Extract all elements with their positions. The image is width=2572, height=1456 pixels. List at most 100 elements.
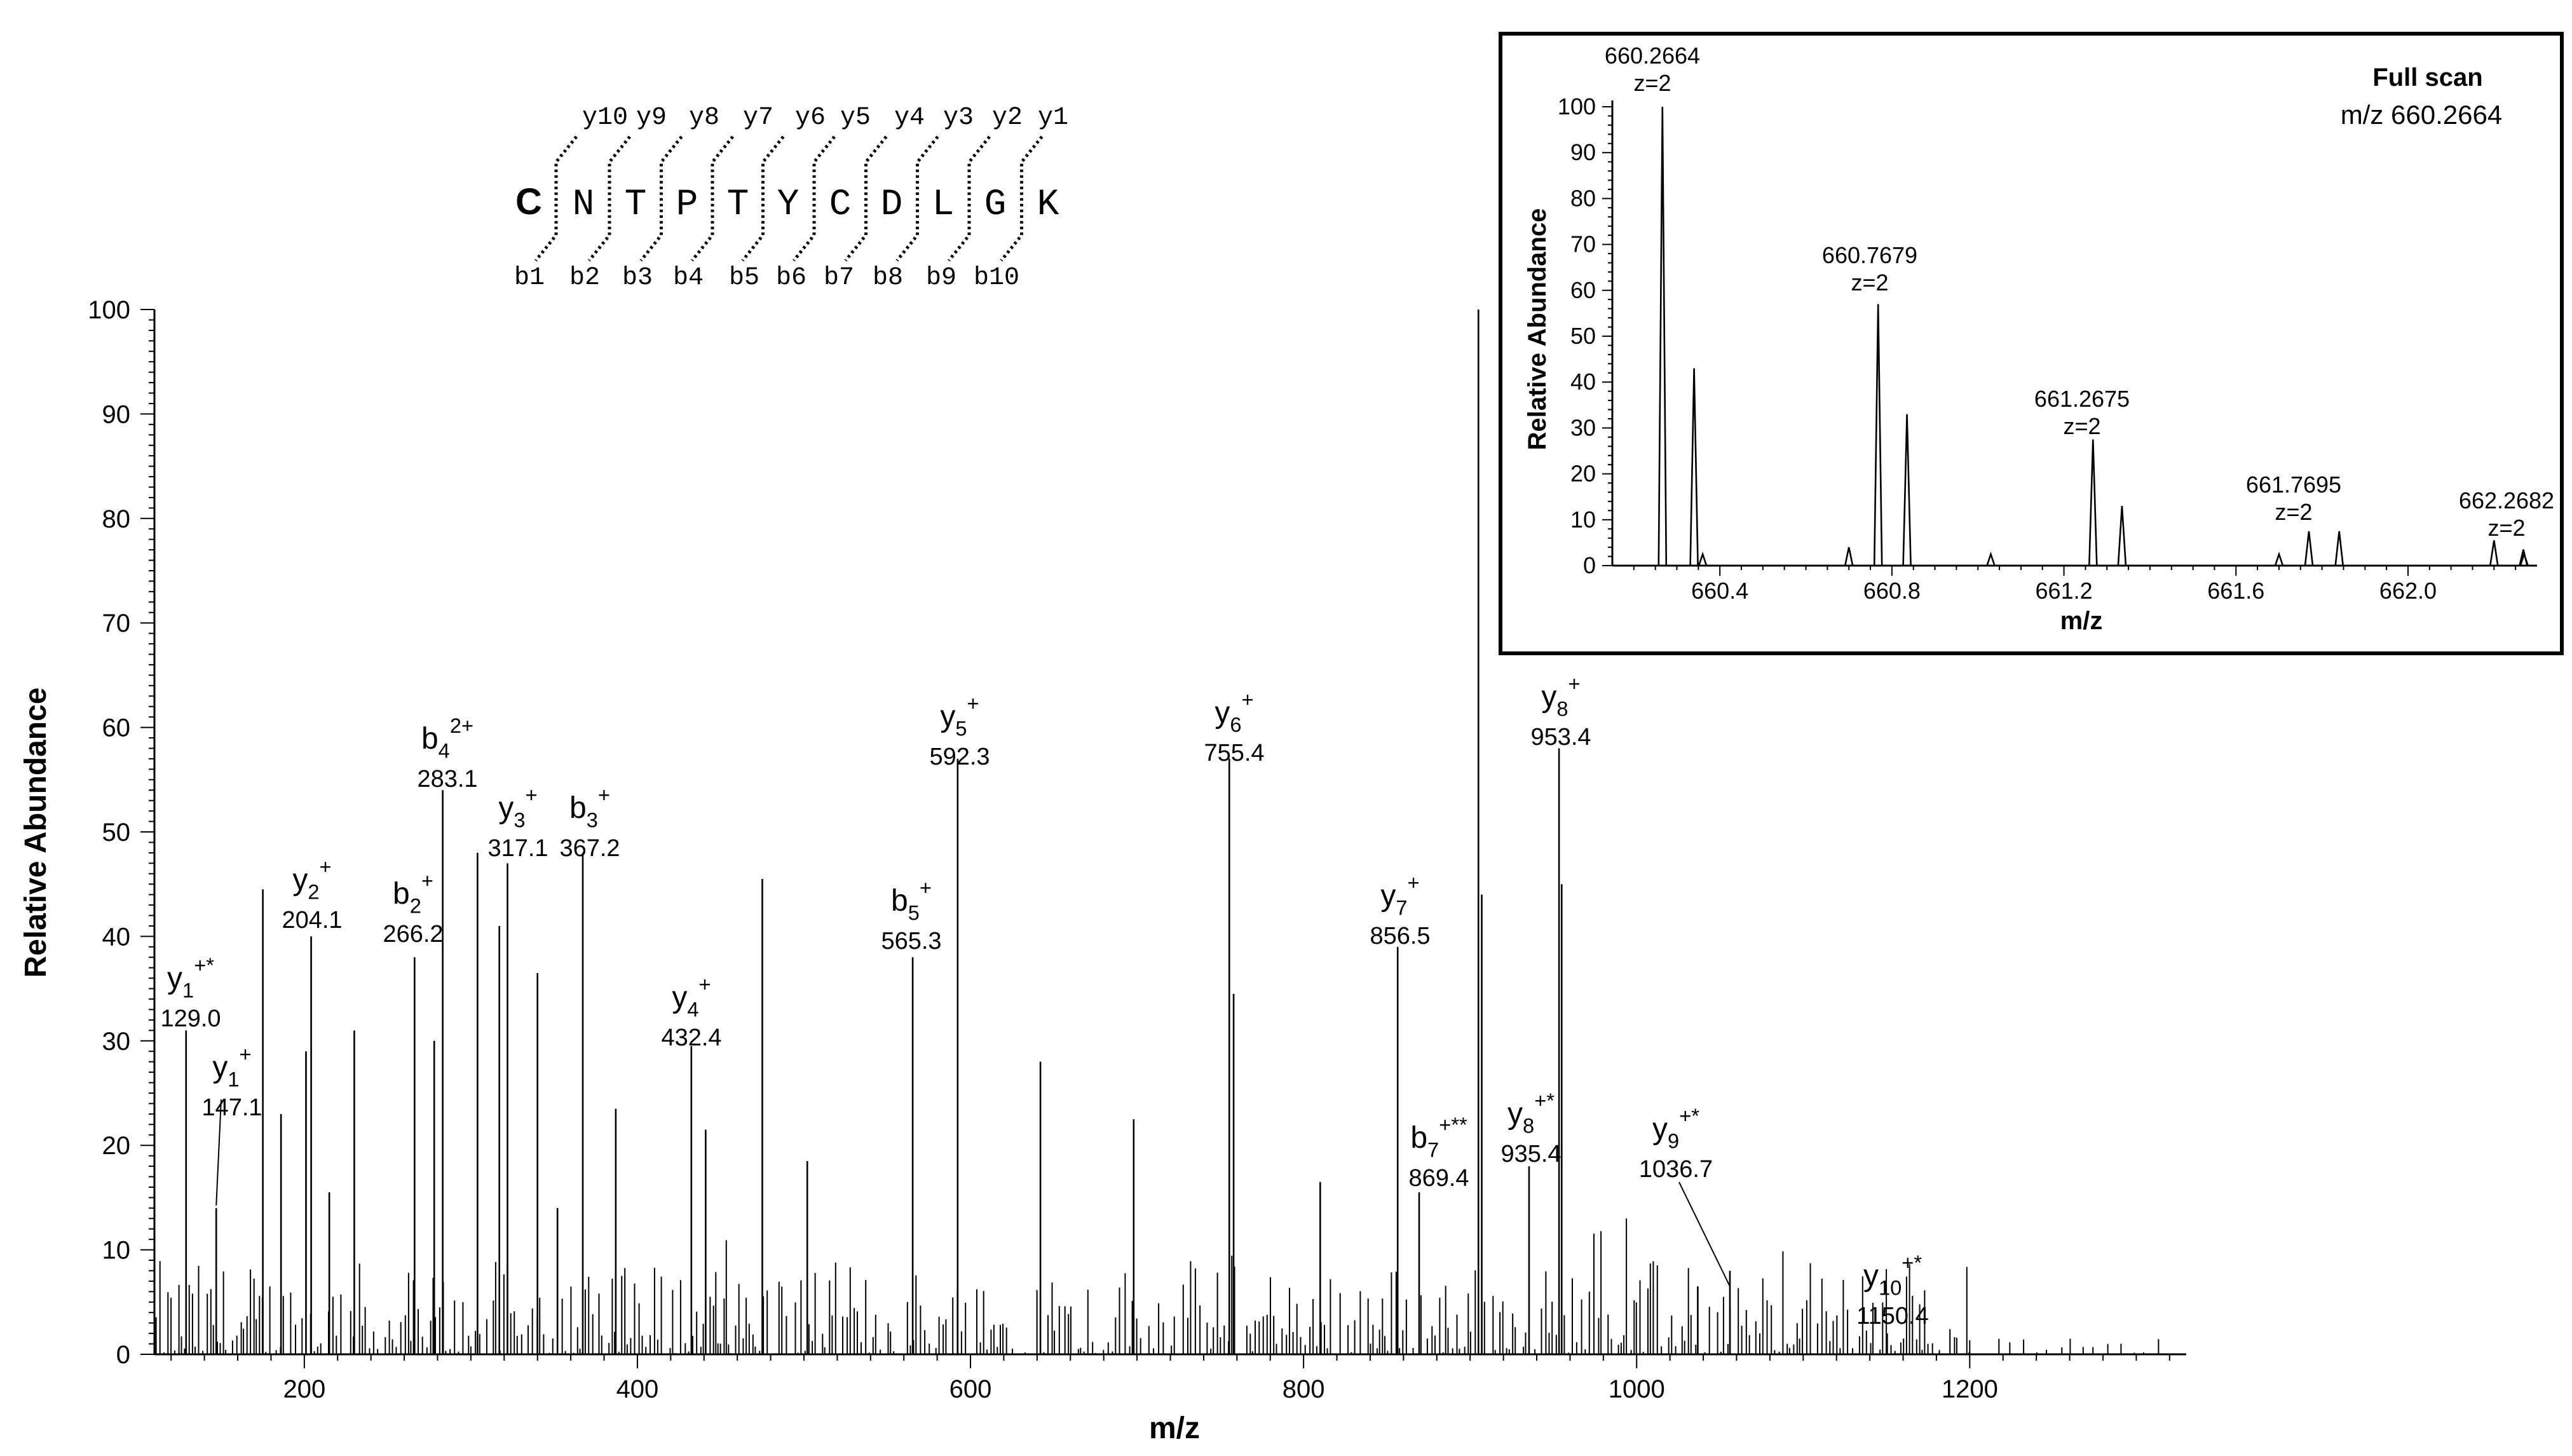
x-axis-label: m/z xyxy=(1149,1412,1200,1445)
ion-label: y1+ xyxy=(212,1042,251,1091)
fragmentation-cleavage-marker xyxy=(1000,135,1044,262)
ion-mz-label: 935.4 xyxy=(1500,1141,1561,1167)
peptide-residue: T xyxy=(727,184,749,226)
inset-x-axis-label: m/z xyxy=(2060,607,2103,635)
y-tick-label: 0 xyxy=(116,1341,130,1369)
inset-x-tick-label: 662.0 xyxy=(2379,578,2437,604)
peptide-residue: L xyxy=(932,184,955,226)
y-tick-label: 60 xyxy=(102,714,131,742)
inset-y-tick-label: 60 xyxy=(1570,277,1596,303)
ion-label: y10+* xyxy=(1863,1251,1922,1299)
y-tick-label: 100 xyxy=(88,296,130,324)
ion-label: b7+** xyxy=(1410,1113,1467,1161)
ion-label: b3+ xyxy=(569,783,610,831)
inset-peak-charge-label: z=2 xyxy=(1851,269,1888,296)
inset-peak-mz-label: 662.2682 xyxy=(2459,487,2554,514)
b-ion-label: b2 xyxy=(569,264,600,292)
y-ion-label: y9 xyxy=(636,104,667,132)
inset-peak-mz-label: 660.2664 xyxy=(1605,43,1700,69)
b-ion-label: b7 xyxy=(824,264,854,292)
ion-mz-label: 432.4 xyxy=(661,1024,721,1051)
ion-label: b42+ xyxy=(421,714,473,762)
inset-y-axis-label: Relative Abundance xyxy=(1523,208,1551,451)
ion-label: y4+ xyxy=(672,972,711,1021)
y-ion-label: y3 xyxy=(943,104,974,132)
ion-label: y5+ xyxy=(940,691,979,740)
inset-y-tick-label: 20 xyxy=(1570,461,1596,487)
inset-frame xyxy=(1499,32,2564,655)
inset-y-tick-label: 30 xyxy=(1570,414,1596,440)
y-ion-label: y2 xyxy=(992,104,1023,132)
inset-y-tick-label: 70 xyxy=(1570,231,1596,257)
y-ion-label: y4 xyxy=(894,104,925,132)
inset-y-tick-label: 90 xyxy=(1570,139,1596,165)
y-tick-label: 40 xyxy=(102,923,131,951)
peptide-residue: K xyxy=(1037,184,1059,226)
ion-mz-label: 1150.4 xyxy=(1856,1303,1928,1330)
ion-label: y3+ xyxy=(498,783,537,831)
fragmentation-cleavage-marker xyxy=(948,135,991,262)
fragmentation-cleavage-marker xyxy=(534,135,578,262)
inset-y-tick-label: 80 xyxy=(1570,185,1596,211)
ion-mz-label: 204.1 xyxy=(282,907,342,934)
peptide-residue: N xyxy=(573,184,595,226)
y-tick-label: 70 xyxy=(102,609,131,637)
y-tick-label: 50 xyxy=(102,819,131,847)
inset-x-tick-label: 661.2 xyxy=(2036,578,2093,604)
inset-peak-mz-label: 661.7695 xyxy=(2246,472,2341,498)
ion-label: y2+ xyxy=(292,855,331,903)
inset-y-tick-label: 100 xyxy=(1558,93,1596,119)
fragmentation-cleavage-marker xyxy=(793,135,836,262)
y-tick-label: 90 xyxy=(102,400,131,428)
x-tick-label: 1000 xyxy=(1609,1375,1665,1403)
inset-title: Full scan xyxy=(2372,64,2482,92)
ion-label: b5+ xyxy=(891,876,932,924)
fragmentation-cleavage-marker xyxy=(844,135,888,262)
x-tick-label: 200 xyxy=(283,1375,325,1403)
x-tick-label: 600 xyxy=(949,1375,992,1403)
ion-mz-label: 317.1 xyxy=(487,835,548,862)
ion-mz-label: 129.0 xyxy=(160,1005,221,1032)
b-ion-label: b4 xyxy=(673,264,704,292)
fragmentation-cleavage-marker xyxy=(639,135,683,262)
ion-mz-label: 266.2 xyxy=(383,921,443,948)
full-scan-inset-chart: 0 10 20 30 40 50 60 70 80 90 100 660.4 660.8 661.2 661… xyxy=(1499,32,2564,655)
inset-peak-mz-label: 661.2675 xyxy=(2034,386,2130,412)
ion-mz-label: 367.2 xyxy=(559,835,620,862)
fragmentation-cleavage-marker xyxy=(588,135,631,262)
inset-peak-charge-label: z=2 xyxy=(2487,515,2525,541)
ion-mz-label: 953.4 xyxy=(1530,724,1591,751)
noise-peaks xyxy=(155,1218,2160,1354)
x-tick-label: 400 xyxy=(616,1375,659,1403)
b-ion-label: b8 xyxy=(873,264,903,292)
b-ion-label: b5 xyxy=(729,264,759,292)
peptide-residue: Y xyxy=(777,184,799,226)
ion-mz-label: 283.1 xyxy=(417,766,477,793)
peptide-fragmentation-diagram: C N T P T Y C D L G Ky10b1y9b2y8b3y7b4y6b5y5b6y4b7… xyxy=(514,104,1068,292)
ion-label: y7+ xyxy=(1380,871,1419,919)
inset-y-tick-label: 50 xyxy=(1570,323,1596,349)
label-leader-line xyxy=(215,1099,222,1206)
inset-peak-charge-label: z=2 xyxy=(1633,70,1671,96)
ion-mz-label: 755.4 xyxy=(1204,740,1264,766)
peptide-residue: T xyxy=(625,184,647,226)
inset-y-tick-label: 40 xyxy=(1570,369,1596,395)
peptide-residue: C xyxy=(515,181,542,222)
y-tick-label: 10 xyxy=(102,1237,131,1265)
ion-mz-label: 147.1 xyxy=(201,1094,262,1121)
inset-peak-charge-label: z=2 xyxy=(2275,499,2312,525)
ion-label: y6+ xyxy=(1215,688,1253,736)
b-ion-label: b6 xyxy=(776,264,806,292)
inset-x-tick-label: 660.4 xyxy=(1691,578,1748,604)
peptide-residue: P xyxy=(676,184,698,226)
fragmentation-cleavage-marker xyxy=(691,135,734,262)
y-tick-label: 20 xyxy=(102,1132,131,1160)
x-tick-label: 1200 xyxy=(1942,1375,1998,1403)
peptide-residue: C xyxy=(829,184,852,226)
b-ion-label: b1 xyxy=(514,264,545,292)
y-ion-label: y5 xyxy=(840,104,871,132)
y-axis-label: Relative Abundance xyxy=(19,687,53,977)
b-ion-label: b9 xyxy=(926,264,956,292)
